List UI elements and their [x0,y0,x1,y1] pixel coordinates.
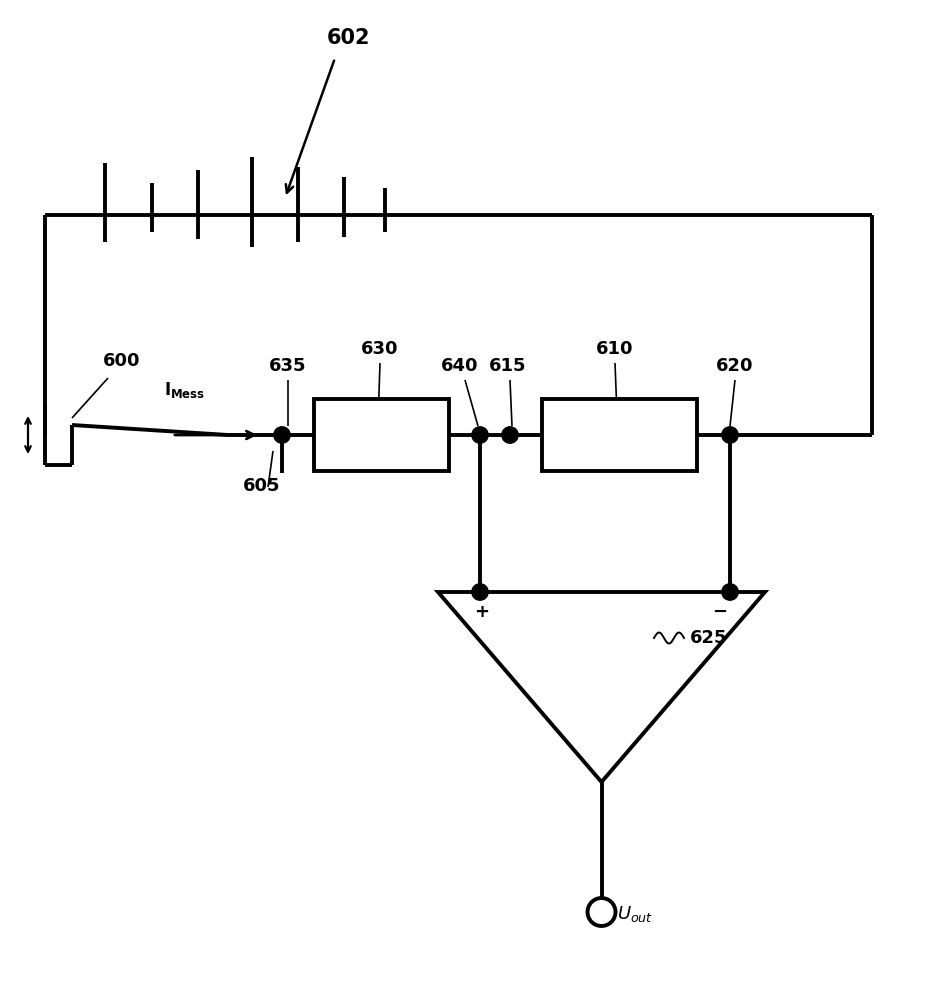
Circle shape [472,427,488,443]
Text: 610: 610 [596,340,634,358]
Text: 615: 615 [490,357,527,375]
Circle shape [274,427,290,443]
Text: 600: 600 [103,352,141,370]
Text: 620: 620 [716,357,754,375]
Circle shape [502,427,519,443]
Text: 602: 602 [326,28,370,48]
Polygon shape [438,592,765,782]
Circle shape [722,427,738,443]
Bar [314,399,449,471]
Text: 630: 630 [361,340,398,358]
Text: 635: 635 [269,357,306,375]
Text: −: − [712,603,727,621]
Text: $\mathbf{I}_{\mathbf{Mess}}$: $\mathbf{I}_{\mathbf{Mess}}$ [165,380,206,400]
Circle shape [472,584,488,600]
Text: +: + [475,603,490,621]
Bar [542,399,697,471]
Text: 625: 625 [690,629,727,647]
Text: 640: 640 [441,357,479,375]
Circle shape [722,584,738,600]
Text: $U_{out}$: $U_{out}$ [616,904,653,924]
Text: 605: 605 [243,477,281,495]
